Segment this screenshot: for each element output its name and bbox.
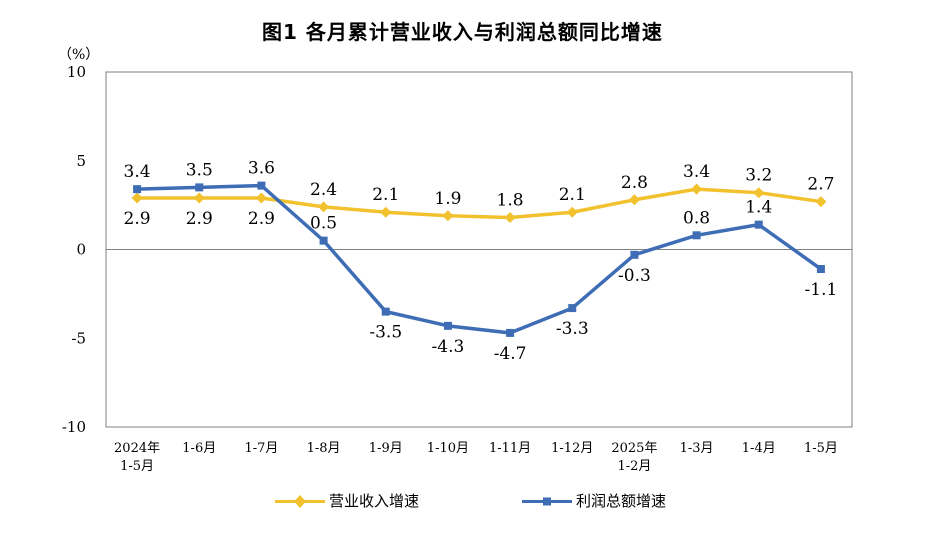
x-tick-label: 1-5月: [804, 441, 838, 456]
data-label-revenue: 3.2: [745, 166, 772, 186]
data-label-revenue: 2.9: [186, 209, 213, 229]
legend-item-profit: 利润总额增速: [522, 490, 666, 511]
data-label-layer: 2.9 2.9 2.9 2.4 2.1 1.9 1.8 2.1 2.8 3.4 3.2 2.7 3.4 3…: [124, 159, 838, 364]
data-point-revenue: [628, 194, 640, 206]
data-label-profit: 3.4: [124, 162, 151, 182]
legend-swatch-profit: [522, 491, 572, 511]
data-point-profit: [195, 183, 204, 192]
data-label-profit: -4.7: [494, 344, 527, 364]
data-label-revenue: 2.1: [559, 185, 586, 205]
data-point-profit: [816, 265, 825, 274]
data-label-revenue: 1.8: [497, 191, 524, 211]
data-point-profit: [692, 231, 701, 240]
data-label-revenue: 2.9: [248, 209, 275, 229]
x-tick-label: 1-12月: [551, 441, 593, 456]
legend-swatch-revenue: [275, 491, 325, 511]
legend: 营业收入增速 利润总额增速: [0, 490, 925, 514]
data-point-revenue: [691, 183, 703, 195]
y-tick-label: 10: [67, 63, 86, 81]
line-chart: 10 5 0 -5 -10 2024年 1-5月 1-6月 1-7月 1-8月 1-9月 1-10月 1…: [62, 63, 853, 474]
data-point-profit: [443, 321, 452, 330]
data-point-revenue: [255, 192, 267, 204]
y-tick-label: -5: [71, 329, 86, 347]
x-tick-label: 1-11月: [489, 441, 531, 456]
data-label-profit: 1.4: [745, 198, 772, 218]
data-point-profit: [319, 236, 328, 245]
data-point-profit: [754, 220, 763, 229]
data-label-revenue: 2.8: [621, 173, 648, 193]
data-label-profit: 0.8: [683, 208, 710, 228]
data-label-profit: -1.1: [805, 280, 838, 300]
series-line-revenue: [137, 187, 822, 220]
data-label-revenue: 2.1: [372, 185, 399, 205]
axis-layer: 10 5 0 -5 -10 2024年 1-5月 1-6月 1-7月 1-8月 1-9月 1-10月 1…: [62, 63, 852, 474]
chart-title: 图1 各月累计营业收入与利润总额同比增速: [262, 20, 663, 44]
x-tick-label: 2025年 1-2月: [611, 441, 657, 474]
data-point-profit: [568, 304, 577, 313]
y-tick-label: 5: [76, 152, 86, 170]
series-layer: [131, 181, 827, 337]
data-label-profit: -3.5: [369, 323, 402, 343]
data-point-revenue: [753, 187, 765, 199]
y-axis-unit-label: （%）: [58, 47, 100, 63]
data-label-revenue: 1.9: [434, 189, 461, 209]
data-label-revenue: 3.4: [683, 162, 710, 182]
legend-item-revenue: 营业收入增速: [275, 490, 419, 511]
data-label-revenue: 2.9: [124, 209, 151, 229]
x-tick-label: 1-9月: [369, 441, 403, 456]
data-label-revenue: 2.7: [807, 175, 834, 195]
y-tick-label: 0: [76, 241, 86, 259]
x-tick-label: 1-3月: [680, 441, 714, 456]
data-point-revenue: [442, 210, 454, 222]
data-label-profit: 3.5: [186, 160, 213, 180]
data-label-profit: -0.3: [618, 266, 651, 286]
data-point-revenue: [504, 212, 516, 224]
data-point-revenue: [318, 201, 330, 213]
y-tick-label: -10: [62, 418, 86, 436]
data-label-profit: 3.6: [248, 159, 275, 179]
x-tick-label: 1-7月: [244, 441, 278, 456]
data-point-profit: [257, 181, 266, 190]
data-label-profit: 0.5: [310, 214, 337, 234]
data-label-profit: -3.3: [556, 319, 589, 339]
data-point-profit: [381, 307, 390, 316]
data-point-profit: [133, 185, 142, 194]
legend-label-revenue: 营业收入增速: [329, 492, 420, 510]
x-tick-label: 1-10月: [427, 441, 469, 456]
data-point-revenue: [193, 192, 205, 204]
x-tick-label: 1-6月: [182, 441, 216, 456]
x-tick-label: 1-4月: [742, 441, 776, 456]
x-tick-label: 1-8月: [307, 441, 341, 456]
data-point-revenue: [815, 196, 827, 208]
x-tick-label: 2024年 1-5月: [114, 441, 160, 474]
data-point-revenue: [566, 206, 578, 218]
data-point-profit: [506, 328, 515, 337]
legend-label-profit: 利润总额增速: [576, 492, 667, 510]
data-point-profit: [630, 250, 639, 259]
data-point-revenue: [380, 206, 392, 218]
series-line-profit: [137, 183, 822, 335]
data-label-profit: -4.3: [432, 337, 465, 357]
data-point-revenue: [131, 192, 143, 204]
data-label-revenue: 2.4: [310, 180, 337, 200]
